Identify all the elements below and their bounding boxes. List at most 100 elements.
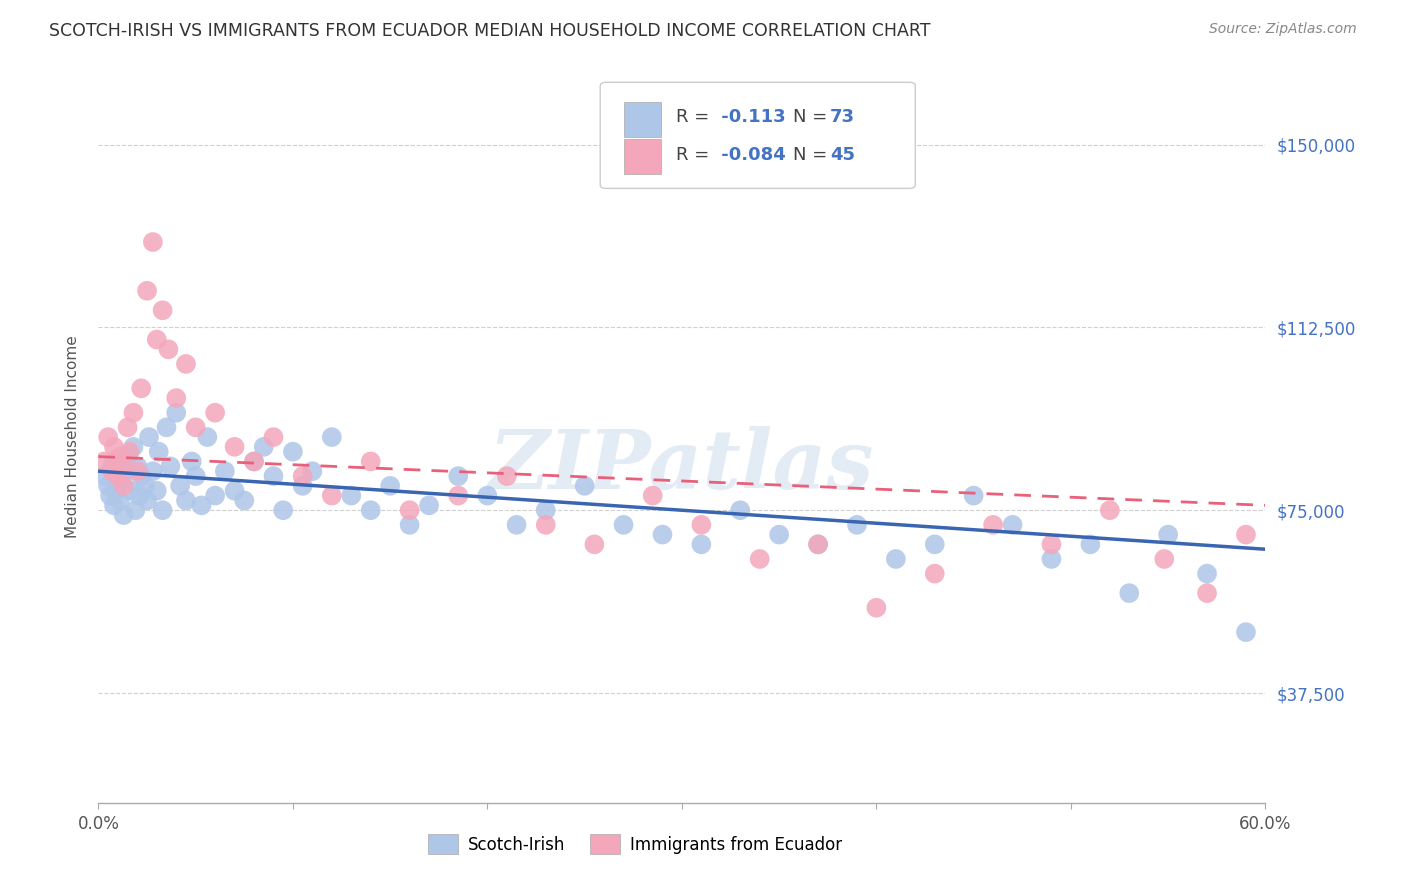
Point [271, 503, 294, 517]
Point [1234, 527, 1257, 541]
Point [1195, 566, 1218, 581]
Point [253, 440, 276, 454]
Point [117, 420, 139, 434]
Text: SCOTCH-IRISH VS IMMIGRANTS FROM ECUADOR MEDIAN HOUSEHOLD INCOME CORRELATION CHAR: SCOTCH-IRISH VS IMMIGRANTS FROM ECUADOR … [49, 22, 931, 40]
Point [1118, 586, 1140, 600]
Point [165, 391, 187, 405]
Point [233, 493, 256, 508]
Point [157, 343, 180, 357]
Point [398, 503, 420, 517]
Point [884, 552, 907, 566]
Point [112, 508, 135, 522]
Point [101, 464, 124, 478]
Point [477, 489, 499, 503]
Point [107, 469, 129, 483]
Point [380, 479, 402, 493]
Point [138, 430, 160, 444]
Point [155, 420, 177, 434]
Point [159, 459, 181, 474]
Text: Source: ZipAtlas.com: Source: ZipAtlas.com [1209, 22, 1357, 37]
Point [180, 454, 202, 468]
FancyBboxPatch shape [624, 102, 661, 137]
Point [129, 469, 152, 483]
Point [281, 444, 304, 458]
Point [505, 517, 527, 532]
Text: 73: 73 [830, 109, 855, 127]
FancyBboxPatch shape [600, 82, 915, 188]
Point [651, 527, 673, 541]
Point [924, 537, 946, 551]
Point [301, 464, 323, 478]
Text: R =: R = [676, 109, 716, 127]
Point [224, 483, 246, 498]
Point [360, 454, 382, 468]
Point [981, 517, 1004, 532]
Text: -0.084: -0.084 [714, 146, 786, 164]
Point [398, 517, 420, 532]
Point [122, 406, 145, 420]
Text: ZIPatlas: ZIPatlas [489, 426, 875, 507]
Point [690, 517, 713, 532]
Point [1157, 527, 1180, 541]
Point [846, 517, 869, 532]
Point [97, 430, 120, 444]
Point [534, 517, 557, 532]
Text: 45: 45 [830, 146, 855, 164]
Point [124, 503, 146, 517]
Point [114, 464, 136, 478]
Point [108, 450, 131, 464]
Point [574, 479, 596, 493]
Text: N =: N = [793, 146, 832, 164]
Point [204, 406, 226, 420]
Point [262, 469, 284, 483]
Point [122, 440, 145, 454]
Point [1195, 586, 1218, 600]
Point [340, 489, 363, 503]
Point [1040, 537, 1063, 551]
Point [127, 464, 149, 478]
Point [243, 454, 266, 468]
Point [128, 489, 150, 503]
Point [174, 493, 197, 508]
Point [262, 430, 284, 444]
Point [174, 357, 197, 371]
Point [418, 499, 440, 513]
Point [142, 235, 165, 249]
Point [127, 459, 149, 474]
Point [865, 600, 887, 615]
Point [243, 454, 266, 468]
Point [1153, 552, 1175, 566]
Point [1098, 503, 1121, 517]
Point [583, 537, 606, 551]
Point [321, 489, 343, 503]
Point [807, 537, 830, 551]
Point [1040, 552, 1063, 566]
Point [93, 469, 115, 483]
Point [190, 499, 212, 513]
Point [1001, 517, 1024, 532]
Point [111, 474, 134, 488]
Point [142, 464, 165, 478]
Point [98, 489, 121, 503]
Point [748, 552, 770, 566]
Legend: Scotch-Irish, Immigrants from Ecuador: Scotch-Irish, Immigrants from Ecuador [422, 828, 849, 860]
FancyBboxPatch shape [624, 138, 661, 174]
Point [291, 479, 314, 493]
Text: R =: R = [676, 146, 716, 164]
Point [690, 537, 713, 551]
Point [641, 489, 664, 503]
Point [101, 459, 124, 474]
Point [152, 503, 174, 517]
Point [117, 450, 139, 464]
Point [107, 454, 129, 468]
Point [148, 444, 170, 458]
Point [146, 483, 169, 498]
Point [962, 489, 984, 503]
Point [224, 440, 246, 454]
Point [103, 499, 125, 513]
Point [93, 454, 115, 468]
Point [152, 303, 174, 318]
Point [129, 381, 152, 395]
Point [768, 527, 790, 541]
Point [214, 464, 236, 478]
